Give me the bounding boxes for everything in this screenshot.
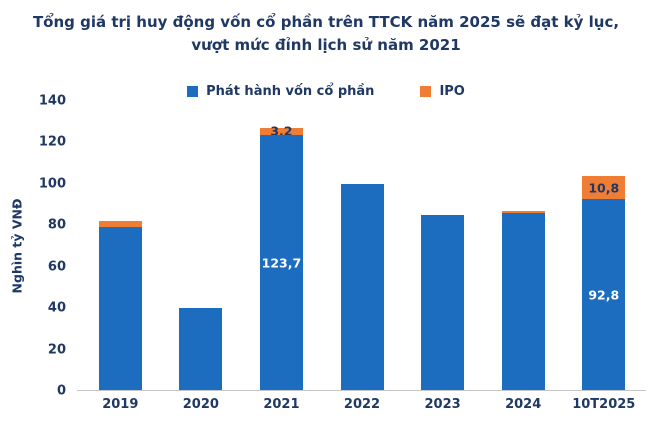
segment-equity-2024 (501, 212, 545, 391)
y-tick-40: 40 (47, 300, 66, 316)
x-label-2021: 2021 (263, 397, 300, 412)
x-label-10T2025: 10T2025 (572, 397, 636, 412)
y-tick-80: 80 (47, 217, 66, 233)
y-tick-100: 100 (38, 176, 66, 192)
x-label-2023: 2023 (424, 397, 461, 412)
segment-ipo-2021: 3,2 (259, 124, 303, 139)
bar-2023 (421, 214, 465, 391)
legend-swatch-orange-icon (420, 86, 432, 97)
bar-group-10T2025: 10,8 92,8 (563, 101, 644, 391)
segment-equity-2019 (98, 227, 142, 391)
bar-2021: 3,2 123,7 (259, 124, 303, 391)
y-tick-120: 120 (38, 134, 66, 150)
segment-equity-2021: 123,7 (259, 134, 303, 391)
legend-item-ipo: IPO (420, 84, 465, 99)
plot-area: 3,2 123,7 10,8 92,8 (77, 101, 646, 391)
bar-group-2021: 3,2 123,7 (241, 101, 322, 391)
segment-equity-10T2025: 92,8 (582, 198, 626, 391)
bar-group-2019 (80, 101, 161, 391)
x-axis-line (77, 390, 646, 391)
bar-2024 (501, 210, 545, 391)
y-tick-20: 20 (47, 342, 66, 358)
bar-2022 (340, 183, 384, 391)
segment-equity-2023 (421, 214, 465, 391)
value-label-equity-10T2025: 92,8 (588, 287, 620, 303)
legend-label-equity: Phát hành vốn cổ phần (206, 84, 375, 99)
segment-ipo-2019 (98, 221, 142, 228)
chart-title-line1: Tổng giá trị huy động vốn cổ phần trên T… (32, 13, 620, 31)
y-axis-ticks: 0 20 40 60 80 100 120 140 (0, 94, 66, 399)
segment-equity-2020 (179, 308, 223, 391)
x-axis-labels: 2019 2020 2021 2022 2023 2024 10T2025 (80, 397, 644, 412)
value-label-equity-2021: 123,7 (261, 255, 302, 271)
x-label-2022: 2022 (343, 397, 381, 412)
legend-swatch-blue-icon (187, 86, 199, 97)
bar-group-2020 (161, 101, 242, 391)
bar-2019 (98, 221, 142, 391)
bar-group-2024 (483, 101, 564, 391)
bar-2020 (179, 308, 223, 391)
x-label-2024: 2024 (505, 397, 542, 412)
legend: Phát hành vốn cổ phần IPO (0, 84, 652, 99)
y-tick-60: 60 (47, 259, 66, 275)
bar-10T2025: 10,8 92,8 (582, 176, 626, 391)
bars-layer: 3,2 123,7 10,8 92,8 (80, 101, 644, 391)
segment-ipo-2024 (501, 210, 545, 213)
legend-item-equity: Phát hành vốn cổ phần (187, 84, 374, 99)
legend-label-ipo: IPO (439, 84, 465, 99)
y-tick-140: 140 (38, 93, 66, 109)
value-label-ipo-10T2025: 10,8 (588, 180, 620, 196)
chart-title-line2: vượt mức đỉnh lịch sử năm 2021 (191, 36, 461, 54)
segment-ipo-10T2025: 10,8 (582, 176, 626, 199)
x-label-2019: 2019 (102, 397, 139, 412)
chart-title: Tổng giá trị huy động vốn cổ phần trên T… (0, 11, 652, 57)
segment-equity-2022 (340, 183, 384, 391)
x-label-2020: 2020 (182, 397, 219, 412)
y-tick-0: 0 (56, 383, 66, 399)
bar-group-2023 (402, 101, 483, 391)
bar-group-2022 (322, 101, 403, 391)
